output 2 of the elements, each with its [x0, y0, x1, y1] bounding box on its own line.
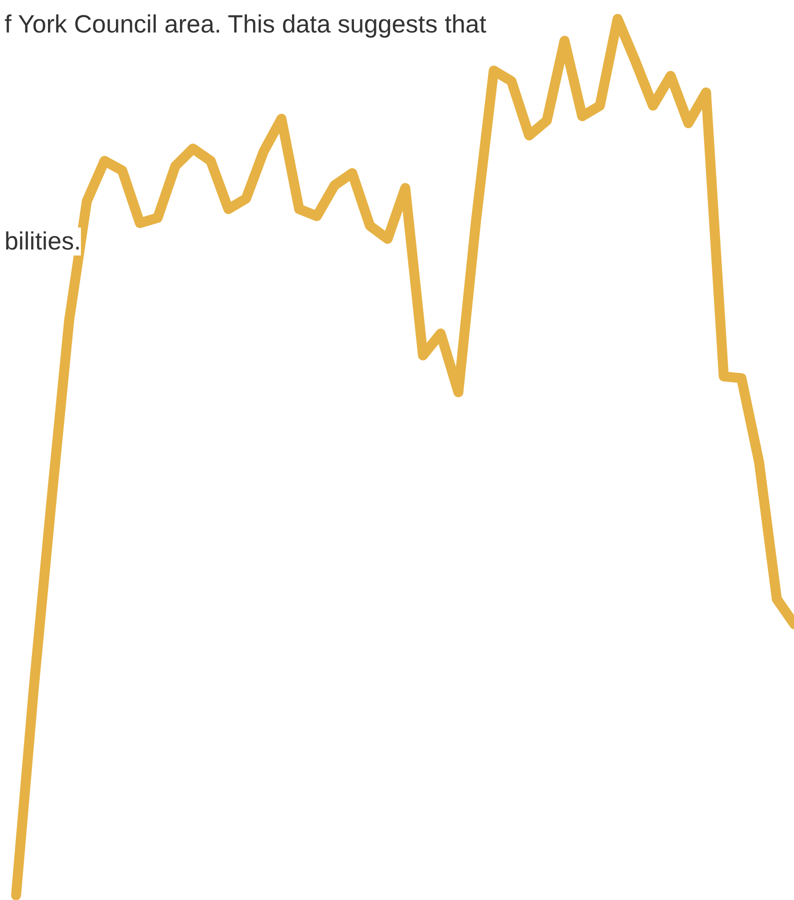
annotation: f York Council area. This data suggests that	[4, 10, 486, 38]
annotation: bilities.	[4, 228, 81, 256]
